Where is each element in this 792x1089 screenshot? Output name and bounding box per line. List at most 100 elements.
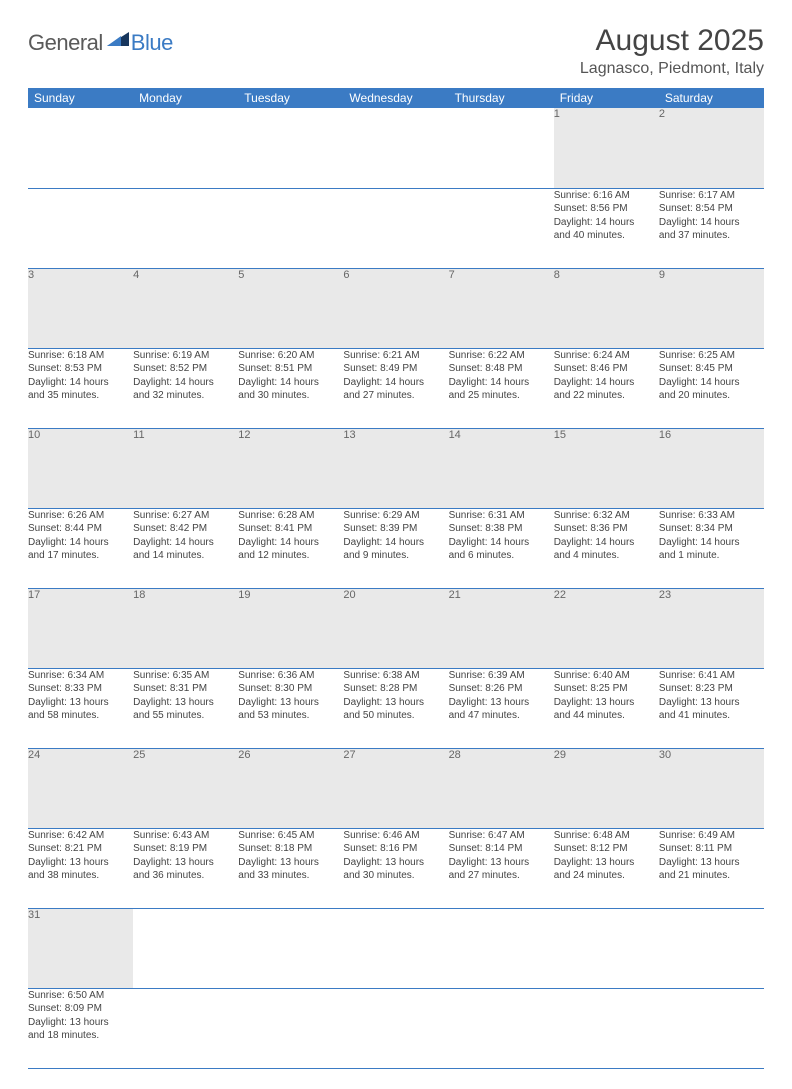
day-number-cell: 19 [238,588,343,668]
daylight-text-1: Daylight: 14 hours [133,536,238,550]
day-detail-cell [449,988,554,1068]
day-detail-cell: Sunrise: 6:31 AMSunset: 8:38 PMDaylight:… [449,508,554,588]
daylight-text-2: and 37 minutes. [659,229,764,243]
weekday-header: Tuesday [238,88,343,108]
calendar-table: Sunday Monday Tuesday Wednesday Thursday… [28,88,764,1069]
sunrise-text: Sunrise: 6:26 AM [28,509,133,523]
sunrise-text: Sunrise: 6:24 AM [554,349,659,363]
day-number-cell: 24 [28,748,133,828]
day-detail-cell: Sunrise: 6:26 AMSunset: 8:44 PMDaylight:… [28,508,133,588]
daylight-text-1: Daylight: 14 hours [659,376,764,390]
daylight-text-1: Daylight: 13 hours [28,856,133,870]
day-detail-cell: Sunrise: 6:21 AMSunset: 8:49 PMDaylight:… [343,348,448,428]
day-number-cell: 28 [449,748,554,828]
sunrise-text: Sunrise: 6:38 AM [343,669,448,683]
daylight-text-2: and 32 minutes. [133,389,238,403]
day-number-cell: 11 [133,428,238,508]
daylight-text-1: Daylight: 13 hours [659,696,764,710]
day-number-cell: 16 [659,428,764,508]
sunrise-text: Sunrise: 6:18 AM [28,349,133,363]
day-number-cell [28,108,133,188]
day-detail-cell: Sunrise: 6:35 AMSunset: 8:31 PMDaylight:… [133,668,238,748]
sunset-text: Sunset: 8:14 PM [449,842,554,856]
sunrise-text: Sunrise: 6:20 AM [238,349,343,363]
sunrise-text: Sunrise: 6:21 AM [343,349,448,363]
daylight-text-2: and 21 minutes. [659,869,764,883]
daylight-text-1: Daylight: 14 hours [238,376,343,390]
sunrise-text: Sunrise: 6:46 AM [343,829,448,843]
day-number-cell: 25 [133,748,238,828]
day-detail-cell: Sunrise: 6:29 AMSunset: 8:39 PMDaylight:… [343,508,448,588]
daylight-text-2: and 12 minutes. [238,549,343,563]
weekday-header: Monday [133,88,238,108]
day-number-cell: 27 [343,748,448,828]
day-number-cell [343,908,448,988]
daylight-text-2: and 6 minutes. [449,549,554,563]
daylight-text-2: and 30 minutes. [238,389,343,403]
daylight-text-1: Daylight: 13 hours [133,856,238,870]
day-number-cell: 8 [554,268,659,348]
day-detail-cell: Sunrise: 6:38 AMSunset: 8:28 PMDaylight:… [343,668,448,748]
sunset-text: Sunset: 8:31 PM [133,682,238,696]
day-number-cell: 9 [659,268,764,348]
sunset-text: Sunset: 8:28 PM [343,682,448,696]
day-detail-cell [28,188,133,268]
daylight-text-2: and 22 minutes. [554,389,659,403]
sunrise-text: Sunrise: 6:35 AM [133,669,238,683]
daylight-text-2: and 14 minutes. [133,549,238,563]
day-number-cell: 13 [343,428,448,508]
sunset-text: Sunset: 8:23 PM [659,682,764,696]
sunrise-text: Sunrise: 6:31 AM [449,509,554,523]
sunset-text: Sunset: 8:56 PM [554,202,659,216]
sunrise-text: Sunrise: 6:16 AM [554,189,659,203]
day-number-cell: 7 [449,268,554,348]
sunrise-text: Sunrise: 6:43 AM [133,829,238,843]
page-subtitle: Lagnasco, Piedmont, Italy [580,60,764,78]
day-detail-cell: Sunrise: 6:50 AMSunset: 8:09 PMDaylight:… [28,988,133,1068]
day-detail-cell: Sunrise: 6:27 AMSunset: 8:42 PMDaylight:… [133,508,238,588]
sunrise-text: Sunrise: 6:40 AM [554,669,659,683]
day-detail-cell: Sunrise: 6:43 AMSunset: 8:19 PMDaylight:… [133,828,238,908]
day-number-cell: 12 [238,428,343,508]
day-number-cell [133,108,238,188]
daylight-text-1: Daylight: 14 hours [28,376,133,390]
sunset-text: Sunset: 8:52 PM [133,362,238,376]
daylight-text-1: Daylight: 13 hours [659,856,764,870]
daylight-text-2: and 4 minutes. [554,549,659,563]
day-detail-cell: Sunrise: 6:25 AMSunset: 8:45 PMDaylight:… [659,348,764,428]
day-number-cell: 17 [28,588,133,668]
daylight-text-1: Daylight: 13 hours [133,696,238,710]
day-detail-cell: Sunrise: 6:32 AMSunset: 8:36 PMDaylight:… [554,508,659,588]
day-number-cell [343,108,448,188]
day-detail-cell [659,988,764,1068]
sunset-text: Sunset: 8:12 PM [554,842,659,856]
daylight-text-1: Daylight: 14 hours [343,536,448,550]
day-detail-cell: Sunrise: 6:45 AMSunset: 8:18 PMDaylight:… [238,828,343,908]
sunrise-text: Sunrise: 6:49 AM [659,829,764,843]
daylight-text-1: Daylight: 13 hours [343,696,448,710]
day-detail-cell: Sunrise: 6:47 AMSunset: 8:14 PMDaylight:… [449,828,554,908]
sunset-text: Sunset: 8:48 PM [449,362,554,376]
day-detail-cell: Sunrise: 6:34 AMSunset: 8:33 PMDaylight:… [28,668,133,748]
sunset-text: Sunset: 8:54 PM [659,202,764,216]
day-detail-cell: Sunrise: 6:36 AMSunset: 8:30 PMDaylight:… [238,668,343,748]
sunrise-text: Sunrise: 6:29 AM [343,509,448,523]
day-detail-cell [133,988,238,1068]
day-detail-cell: Sunrise: 6:46 AMSunset: 8:16 PMDaylight:… [343,828,448,908]
sunrise-text: Sunrise: 6:45 AM [238,829,343,843]
calendar-body: 12 Sunrise: 6:16 AMSunset: 8:56 PM Dayligh… [28,108,764,1068]
day-detail-cell: Sunrise: 6:39 AMSunset: 8:26 PMDaylight:… [449,668,554,748]
weekday-header: Saturday [659,88,764,108]
day-detail-cell: Sunrise: 6:41 AMSunset: 8:23 PMDaylight:… [659,668,764,748]
day-detail-cell [343,988,448,1068]
day-number-cell: 3 [28,268,133,348]
sunset-text: Sunset: 8:09 PM [28,1002,133,1016]
day-number-cell: 21 [449,588,554,668]
daylight-text-2: and 25 minutes. [449,389,554,403]
day-number-cell [449,908,554,988]
day-number-cell: 23 [659,588,764,668]
daylight-text-2: and 44 minutes. [554,709,659,723]
day-number-cell: 14 [449,428,554,508]
daylight-text-2: and 35 minutes. [28,389,133,403]
day-number-cell: 2 [659,108,764,188]
